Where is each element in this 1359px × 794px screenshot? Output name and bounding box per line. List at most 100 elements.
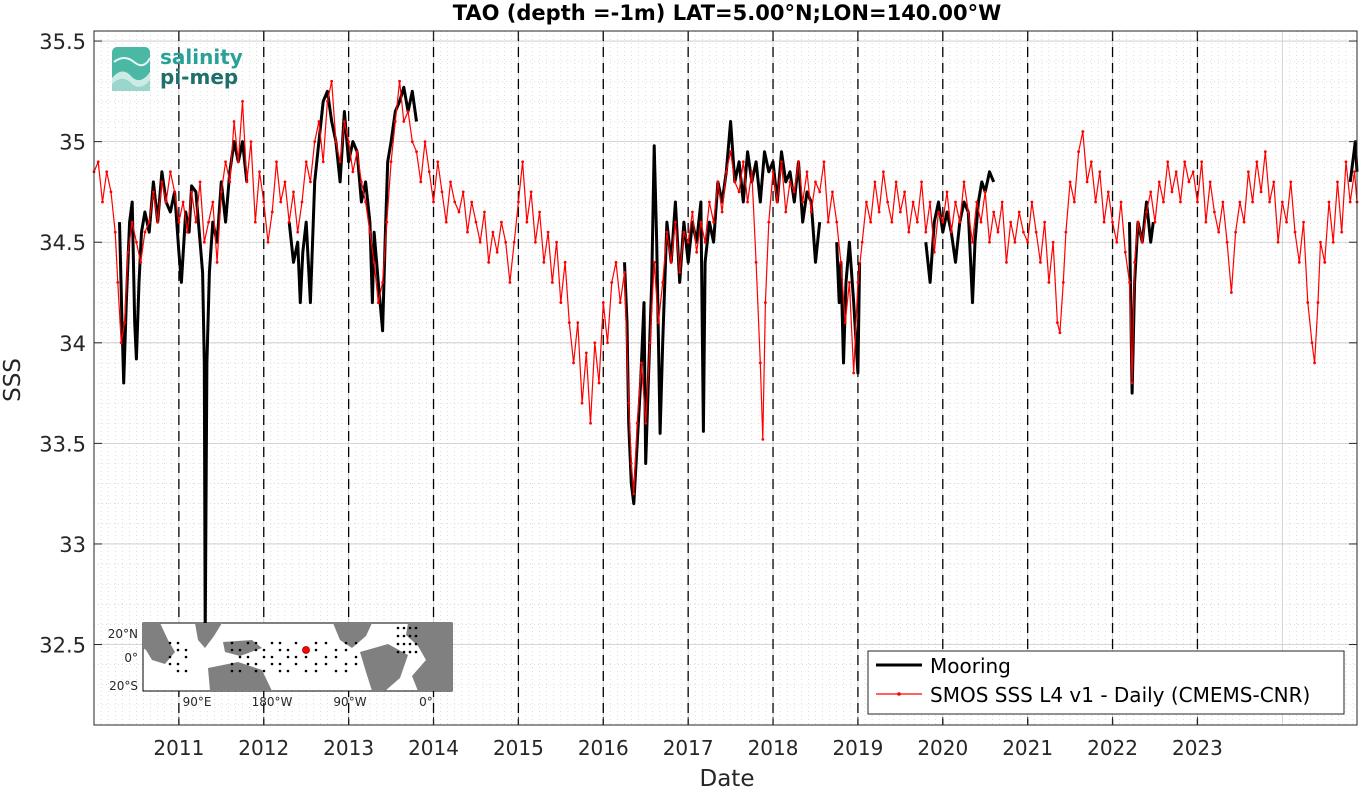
smos-point: [389, 160, 393, 164]
inset-lon-label-90w: 90°W: [333, 695, 366, 709]
mooring-line: [118, 140, 249, 636]
smos-point: [1313, 361, 1316, 365]
inset-buoy-dot: [270, 662, 274, 666]
inset-buoy-dot: [344, 662, 348, 666]
inset-buoy-dot: [246, 655, 250, 659]
inset-buoy-dot: [230, 662, 234, 666]
smos-point: [690, 210, 694, 214]
smos-point: [113, 230, 117, 234]
smos-point: [478, 240, 482, 244]
smos-point: [1191, 170, 1195, 174]
smos-point: [1340, 230, 1344, 234]
smos-point: [398, 79, 401, 83]
inset-buoy-dot: [238, 669, 242, 673]
smos-point: [1280, 200, 1284, 204]
y-tick-label: 35.5: [39, 30, 86, 54]
smos-point: [644, 421, 648, 425]
smos-point: [1149, 190, 1153, 194]
smos-point: [321, 160, 325, 164]
inset-buoy-dot: [344, 648, 348, 652]
inset-buoy-dot: [414, 650, 418, 654]
smos-point: [334, 140, 338, 144]
x-tick-label: 2014: [408, 736, 459, 760]
mooring-line: [623, 120, 822, 506]
smos-point: [1183, 160, 1187, 164]
inset-buoy-dot: [314, 648, 318, 652]
smos-point: [733, 180, 737, 184]
smos-point: [190, 190, 194, 194]
inset-buoy-dot: [278, 641, 282, 645]
inset-buoy-dot: [324, 641, 328, 645]
mooring-line: [835, 240, 862, 375]
smos-point: [572, 361, 575, 365]
smos-point: [746, 200, 749, 204]
inset-buoy-dot: [324, 662, 328, 666]
smos-point: [1061, 281, 1065, 284]
smos-point: [1238, 200, 1242, 204]
smos-point: [962, 180, 966, 184]
smos-point: [139, 260, 143, 264]
smos-point: [1145, 210, 1148, 214]
smos-point: [152, 190, 155, 194]
smos-point: [164, 200, 168, 204]
smos-point: [559, 301, 563, 304]
smos-point: [822, 160, 826, 164]
smos-point: [1115, 240, 1119, 244]
inset-lon-label-90e: 90°E: [183, 695, 212, 709]
smos-point: [444, 220, 448, 224]
chart-legend: Mooring SMOS SSS L4 v1 - Daily (CMEMS-CN…: [867, 650, 1345, 715]
smos-point: [1166, 160, 1170, 164]
inset-buoy-dot: [254, 648, 258, 652]
smos-point: [826, 220, 830, 224]
smos-point: [1022, 230, 1025, 234]
inset-buoy-dot: [238, 655, 242, 659]
smos-point: [839, 260, 843, 264]
inset-buoy-dot: [314, 641, 318, 645]
inset-buoy-dot: [176, 669, 180, 673]
smos-point: [538, 210, 542, 214]
smos-point: [567, 321, 571, 325]
inset-buoy-dot: [176, 662, 180, 666]
smos-point: [1136, 220, 1140, 224]
inset-buoy-dot: [396, 626, 400, 630]
smos-point: [224, 160, 227, 164]
inset-buoy-dot: [230, 648, 234, 652]
smos-point: [130, 220, 134, 224]
smos-point: [555, 240, 558, 244]
smos-point: [300, 200, 304, 204]
smos-point: [1034, 230, 1038, 234]
smos-point: [419, 180, 423, 184]
smos-point: [461, 190, 465, 194]
smos-point: [466, 230, 469, 234]
smos-point: [355, 150, 359, 154]
smos-point: [975, 200, 979, 204]
smos-point: [228, 180, 232, 184]
inset-buoy-dot: [286, 655, 290, 659]
smos-point: [1153, 220, 1157, 224]
smos-point: [852, 371, 856, 375]
smos-point: [105, 170, 109, 174]
inset-buoy-dot: [168, 662, 172, 666]
smos-point: [470, 200, 474, 204]
inset-buoy-dot: [184, 648, 188, 652]
inset-buoy-dot: [408, 634, 412, 638]
series-smos: [92, 79, 1359, 496]
smos-point: [949, 230, 953, 234]
smos-point: [741, 160, 745, 164]
smos-point: [945, 190, 949, 194]
smos-point: [1013, 240, 1017, 244]
inset-buoy-array: [168, 626, 418, 673]
smos-point: [1204, 220, 1208, 224]
smos-point: [814, 180, 817, 184]
inset-buoy-dot: [396, 634, 400, 638]
smos-point: [1316, 301, 1320, 304]
smos-point: [1246, 170, 1250, 174]
inset-buoy-dot: [354, 655, 358, 659]
smos-point: [1026, 240, 1030, 244]
smos-point: [1213, 210, 1216, 214]
smos-point: [1327, 200, 1331, 204]
smos-point: [623, 270, 626, 274]
smos-point: [873, 180, 877, 184]
smos-point: [292, 190, 295, 194]
